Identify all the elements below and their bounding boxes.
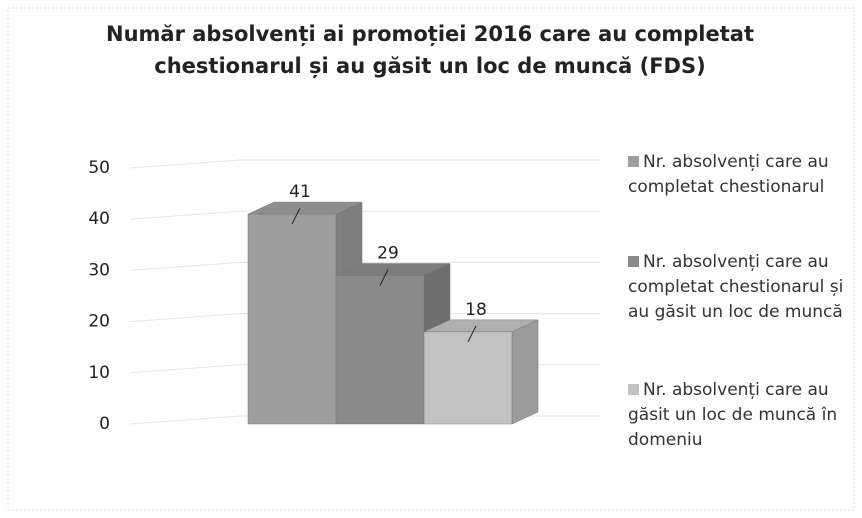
grid-line [129, 159, 600, 169]
chart-frame [7, 7, 855, 511]
y-tick-label: 50 [88, 158, 110, 178]
label-leader [291, 207, 301, 225]
grid-line [129, 261, 600, 271]
data-label: 41 [289, 182, 311, 202]
legend-swatch [628, 256, 639, 267]
y-tick-label: 30 [88, 260, 110, 280]
y-tick-label: 40 [88, 209, 110, 229]
legend-item: Nr. absolvenți care au găsit un loc de m… [628, 378, 860, 453]
y-tick-label: 0 [99, 414, 110, 434]
legend-label: Nr. absolvenți care au găsit un loc de m… [628, 380, 838, 450]
chart-title: Număr absolvenți ai promoției 2016 care … [106, 22, 754, 78]
bar [247, 213, 337, 425]
label-leader [379, 269, 389, 286]
legend-swatch [628, 156, 639, 167]
legend-item: Nr. absolvenți care au completat chestio… [628, 150, 860, 200]
legend-label: Nr. absolvenți care au completat chestio… [628, 152, 829, 197]
bar-side [511, 319, 539, 425]
grid-line [129, 210, 600, 220]
legend-swatch [628, 384, 639, 395]
legend-item: Nr. absolvenți care au completat chestio… [628, 250, 860, 325]
data-label: 29 [377, 244, 399, 264]
label-leader [467, 325, 477, 343]
bar [335, 275, 425, 425]
grid-line [129, 313, 600, 323]
y-tick-label: 20 [88, 312, 110, 332]
data-label: 18 [465, 300, 487, 320]
y-tick-label: 10 [88, 363, 110, 383]
legend-label: Nr. absolvenți care au completat chestio… [628, 252, 844, 322]
bar [423, 331, 513, 425]
